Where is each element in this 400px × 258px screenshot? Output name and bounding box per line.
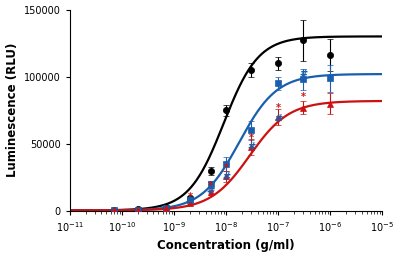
Y-axis label: Luminescence (RLU): Luminescence (RLU) (6, 43, 18, 178)
Text: *: * (301, 92, 306, 102)
Text: #: # (299, 69, 307, 79)
Text: #: # (186, 196, 194, 206)
Text: #: # (247, 142, 255, 152)
Text: *: * (187, 192, 192, 202)
Text: *: * (276, 103, 281, 113)
Text: *: * (208, 181, 213, 191)
X-axis label: Concentration (g/ml): Concentration (g/ml) (158, 239, 295, 252)
Text: *: * (224, 164, 229, 173)
Text: #: # (222, 172, 230, 182)
Text: #: # (206, 186, 215, 196)
Text: *: * (248, 133, 254, 143)
Text: #: # (274, 114, 282, 124)
